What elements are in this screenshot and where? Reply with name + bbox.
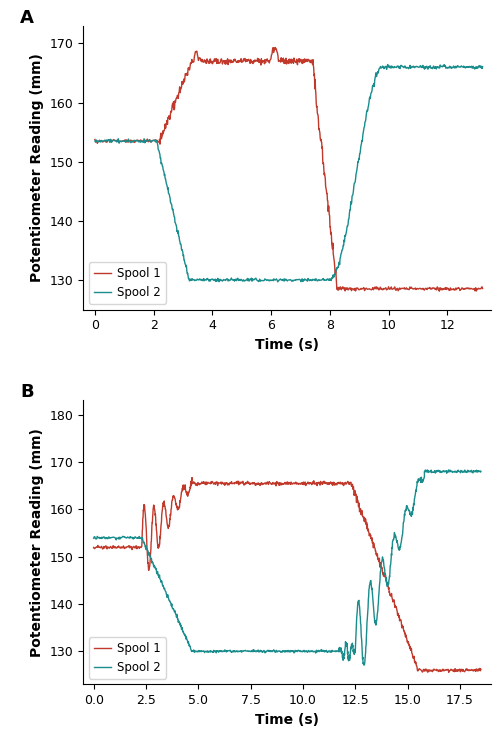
Spool 1 bbox=[480, 284, 486, 293]
Spool 1 bbox=[405, 637, 411, 646]
X-axis label: Time (s): Time (s) bbox=[256, 713, 319, 727]
Spool 1 bbox=[212, 54, 218, 63]
Spool 2 bbox=[411, 494, 417, 503]
Spool 1 bbox=[192, 479, 198, 488]
Text: B: B bbox=[20, 384, 33, 401]
Spool 2 bbox=[385, 60, 391, 69]
Spool 1 bbox=[374, 285, 380, 294]
Spool 2 bbox=[478, 467, 484, 476]
Spool 1 bbox=[173, 501, 179, 510]
Spool 1 bbox=[200, 55, 206, 64]
Spool 2 bbox=[480, 62, 486, 71]
Spool 1 bbox=[223, 60, 229, 69]
Spool 2 bbox=[233, 647, 239, 656]
Spool 2 bbox=[151, 561, 157, 569]
Spool 2 bbox=[92, 137, 98, 146]
Spool 1 bbox=[256, 480, 262, 489]
Text: A: A bbox=[20, 9, 34, 26]
Spool 2 bbox=[91, 534, 97, 542]
Spool 2 bbox=[361, 661, 367, 670]
Spool 1 bbox=[189, 473, 195, 482]
Spool 2 bbox=[382, 64, 388, 73]
Spool 1 bbox=[206, 479, 212, 488]
Spool 1 bbox=[272, 43, 278, 52]
Spool 1 bbox=[92, 135, 98, 143]
Spool 2 bbox=[261, 646, 267, 655]
Y-axis label: Potentiometer Reading (mm): Potentiometer Reading (mm) bbox=[30, 53, 44, 282]
Spool 2 bbox=[394, 538, 400, 547]
Spool 1 bbox=[478, 665, 484, 673]
Legend: Spool 1, Spool 2: Spool 1, Spool 2 bbox=[89, 262, 166, 304]
Legend: Spool 1, Spool 2: Spool 1, Spool 2 bbox=[89, 637, 166, 679]
Spool 1 bbox=[446, 668, 452, 676]
Spool 2 bbox=[438, 62, 445, 71]
Line: Spool 1: Spool 1 bbox=[94, 477, 481, 672]
Line: Spool 2: Spool 2 bbox=[95, 64, 483, 282]
Spool 1 bbox=[436, 287, 443, 296]
Line: Spool 1: Spool 1 bbox=[95, 48, 483, 291]
Line: Spool 2: Spool 2 bbox=[94, 470, 481, 665]
Spool 2 bbox=[424, 466, 430, 474]
Spool 1 bbox=[327, 223, 333, 231]
Y-axis label: Potentiometer Reading (mm): Potentiometer Reading (mm) bbox=[30, 428, 44, 657]
Spool 1 bbox=[91, 543, 97, 552]
Spool 1 bbox=[433, 284, 439, 293]
X-axis label: Time (s): Time (s) bbox=[256, 338, 319, 352]
Spool 2 bbox=[177, 237, 183, 246]
Spool 2 bbox=[452, 64, 458, 72]
Spool 2 bbox=[395, 62, 401, 71]
Spool 1 bbox=[164, 515, 170, 524]
Spool 2 bbox=[413, 62, 419, 71]
Spool 2 bbox=[430, 468, 436, 477]
Spool 2 bbox=[275, 277, 281, 286]
